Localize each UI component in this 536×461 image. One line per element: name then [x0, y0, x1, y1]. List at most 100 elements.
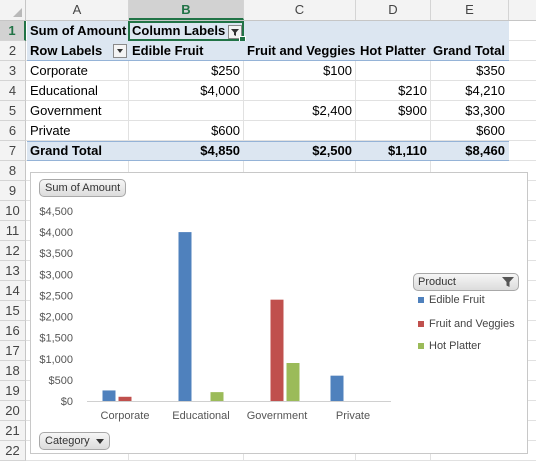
y-tick-label: $1,000 — [39, 354, 73, 366]
pivot-col-header[interactable]: Fruit and Veggies — [244, 41, 356, 61]
pivot-header-band — [244, 21, 509, 41]
pivot-value[interactable] — [129, 101, 244, 121]
pivot-value[interactable]: $600 — [476, 123, 505, 138]
bar-edible-fruit — [178, 232, 192, 401]
pivot-value[interactable]: $4,000 — [200, 83, 240, 98]
pivot-value[interactable] — [244, 81, 356, 101]
row-header[interactable]: 22 — [0, 441, 26, 461]
row-header[interactable]: 6 — [0, 121, 26, 141]
row-header[interactable]: 4 — [0, 81, 26, 101]
pivot-chart[interactable]: Sum of Amount $0 $500 $1,000 $1,500 $2,000 $2… — [30, 172, 528, 454]
pivot-value[interactable]: $900 — [398, 103, 427, 118]
row-header[interactable]: 15 — [0, 301, 26, 321]
row-header[interactable]: 13 — [0, 261, 26, 281]
bar-edible-fruit — [102, 390, 116, 401]
pivot-col-header[interactable]: Edible Fruit — [129, 41, 244, 61]
pivot-value[interactable]: $4,210 — [465, 83, 505, 98]
legend-field-label: Product — [418, 276, 456, 288]
y-tick-label: $2,500 — [39, 290, 73, 302]
row-header[interactable]: 1 — [0, 21, 26, 41]
legend-label: Edible Fruit — [429, 294, 485, 306]
pivot-value[interactable] — [356, 121, 431, 141]
grand-total-value[interactable]: $8,460 — [465, 143, 505, 158]
row-header[interactable]: 16 — [0, 321, 26, 341]
column-header-b[interactable]: B — [129, 0, 244, 20]
pivot-value[interactable]: $350 — [476, 63, 505, 78]
column-header-e[interactable]: E — [431, 0, 509, 20]
pivot-row-label[interactable]: Government — [30, 103, 102, 118]
pivot-value[interactable]: $100 — [323, 63, 352, 78]
grand-total-value[interactable]: $1,110 — [387, 143, 427, 158]
row-header[interactable]: 9 — [0, 181, 26, 201]
row-header[interactable]: 14 — [0, 281, 26, 301]
filter-icon — [502, 277, 514, 287]
row-header[interactable]: 20 — [0, 401, 26, 421]
bar-hot-platter — [210, 392, 224, 401]
column-header-c[interactable]: C — [244, 0, 356, 20]
select-all-triangle-icon — [13, 8, 22, 17]
y-tick-label: $3,500 — [39, 248, 73, 260]
bar-hot-platter — [286, 363, 300, 401]
legend-field-button[interactable]: Product — [413, 273, 519, 291]
column-header-a[interactable]: A — [26, 0, 129, 20]
column-header-bar: A B C D E — [0, 0, 536, 21]
select-all-corner[interactable] — [0, 0, 26, 20]
pivot-value[interactable] — [356, 61, 431, 81]
pivot-values-label[interactable]: Sum of Amount — [27, 21, 129, 41]
legend-item-edible-fruit: Edible Fruit — [418, 294, 485, 306]
pivot-col-header[interactable]: Grand Total — [431, 41, 509, 61]
values-field-button[interactable]: Sum of Amount — [39, 179, 127, 197]
row-header[interactable]: 19 — [0, 381, 26, 401]
pivot-row-label[interactable]: Corporate — [30, 63, 88, 78]
pivot-value[interactable]: $250 — [211, 63, 240, 78]
pivot-value[interactable]: $600 — [211, 123, 240, 138]
grand-total-label[interactable]: Grand Total — [30, 143, 102, 158]
x-category-label: Private — [336, 410, 370, 422]
pivot-value[interactable]: $3,300 — [465, 103, 505, 118]
row-header[interactable]: 21 — [0, 421, 26, 441]
row-header[interactable]: 2 — [0, 41, 26, 61]
column-labels-filter-button[interactable] — [228, 25, 242, 39]
grand-total-value[interactable]: $2,500 — [312, 143, 352, 158]
row-header[interactable]: 18 — [0, 361, 26, 381]
pivot-row-label[interactable]: Private — [30, 123, 71, 138]
row-header[interactable]: 12 — [0, 241, 26, 261]
legend-swatch — [418, 297, 424, 304]
y-tick-label: $500 — [49, 375, 73, 387]
grand-total-band — [27, 141, 509, 160]
y-tick-label: $1,500 — [39, 333, 73, 345]
y-tick-label: $3,000 — [39, 269, 73, 281]
pivot-value[interactable]: $2,400 — [312, 103, 352, 118]
pivot-col-header[interactable]: Hot Platter — [356, 41, 431, 61]
row-header[interactable]: 7 — [0, 141, 26, 161]
y-tick-label: $0 — [61, 396, 73, 408]
axis-field-button[interactable]: Category — [39, 432, 110, 450]
chevron-down-icon — [95, 438, 104, 444]
row-header[interactable]: 17 — [0, 341, 26, 361]
pivot-value[interactable]: $210 — [398, 83, 427, 98]
pivot-value[interactable] — [244, 121, 356, 141]
active-cell-cursor — [128, 21, 246, 43]
row-header[interactable]: 11 — [0, 221, 26, 241]
row-header[interactable]: 5 — [0, 101, 26, 121]
row-header[interactable]: 10 — [0, 201, 26, 221]
row-header[interactable]: 3 — [0, 61, 26, 81]
legend-swatch — [418, 321, 424, 328]
y-tick-label: $4,500 — [39, 206, 73, 218]
legend-label: Fruit and Veggies — [429, 318, 515, 330]
grand-total-divider — [27, 160, 509, 161]
grand-total-value[interactable]: $4,850 — [200, 143, 240, 158]
pivot-column-labels[interactable]: Column Labels — [129, 21, 244, 41]
x-category-label: Corporate — [101, 410, 150, 422]
header-divider — [27, 60, 509, 61]
pivot-column-labels-text: Column Labels — [132, 23, 226, 38]
pivot-row-labels[interactable]: Row Labels — [27, 41, 129, 61]
pivot-row-label[interactable]: Educational — [30, 83, 98, 98]
legend-swatch — [418, 343, 424, 350]
bar-fruit-and-veggies — [118, 396, 132, 401]
column-header-d[interactable]: D — [356, 0, 431, 20]
row-header[interactable]: 8 — [0, 161, 26, 181]
row-labels-filter-button[interactable] — [113, 44, 127, 58]
legend-item-fruit-and-veggies: Fruit and Veggies — [418, 318, 515, 330]
chart-plot: $0 $500 $1,000 $1,500 $2,000 $2,500 $3,000 $3,5… — [39, 206, 391, 422]
